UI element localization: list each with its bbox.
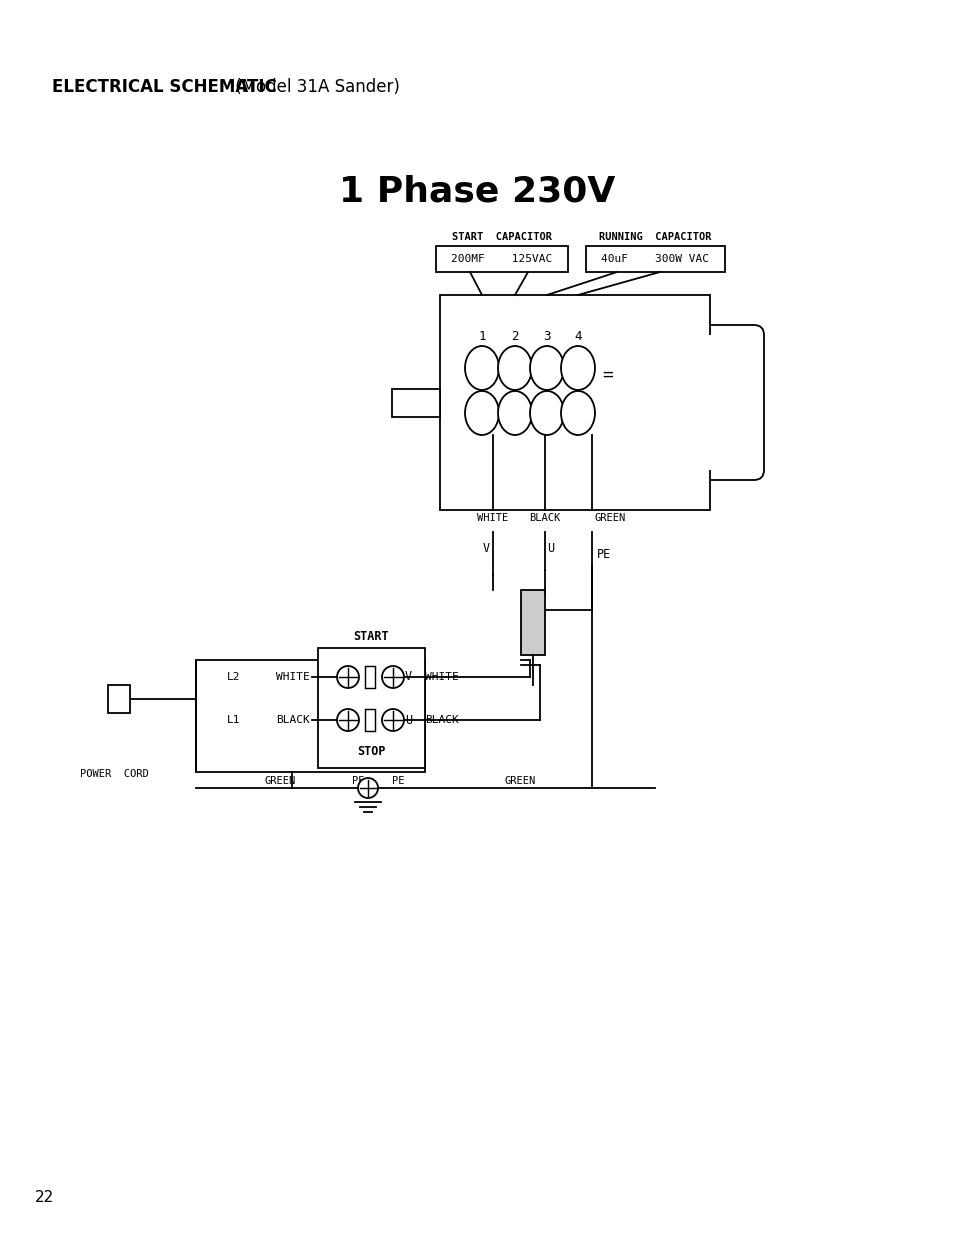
- Text: BLACK: BLACK: [424, 715, 458, 725]
- Text: START: START: [354, 630, 389, 643]
- Text: BLACK: BLACK: [529, 513, 560, 522]
- Ellipse shape: [560, 391, 595, 435]
- Text: RUNNING  CAPACITOR: RUNNING CAPACITOR: [598, 232, 711, 242]
- Text: U: U: [405, 714, 412, 726]
- Circle shape: [336, 709, 358, 731]
- Ellipse shape: [464, 346, 498, 390]
- Text: POWER  CORD: POWER CORD: [79, 769, 149, 779]
- Text: PE: PE: [597, 548, 611, 562]
- Text: GREEN: GREEN: [264, 776, 295, 785]
- Text: 22: 22: [35, 1191, 54, 1205]
- Circle shape: [381, 709, 403, 731]
- Bar: [365, 666, 375, 688]
- Text: PE: PE: [392, 776, 404, 785]
- Text: (Model 31A Sander): (Model 31A Sander): [230, 78, 399, 96]
- Text: 40uF    300W VAC: 40uF 300W VAC: [601, 254, 709, 264]
- Text: WHITE: WHITE: [276, 672, 310, 682]
- Bar: [195, 659, 424, 772]
- Circle shape: [357, 778, 377, 798]
- Text: PE: PE: [352, 776, 364, 785]
- Bar: [365, 709, 375, 731]
- Bar: [585, 246, 724, 272]
- Text: STOP: STOP: [356, 745, 385, 758]
- Circle shape: [336, 666, 358, 688]
- Text: =: =: [602, 366, 613, 384]
- Ellipse shape: [530, 346, 563, 390]
- Bar: [317, 648, 424, 768]
- Text: WHITE: WHITE: [476, 513, 508, 522]
- FancyBboxPatch shape: [691, 325, 763, 480]
- Text: BLACK: BLACK: [276, 715, 310, 725]
- Bar: [392, 389, 439, 416]
- Text: WHITE: WHITE: [424, 672, 458, 682]
- Text: V: V: [405, 671, 412, 683]
- Bar: [108, 684, 130, 713]
- Text: 1: 1: [477, 330, 485, 342]
- Text: 2: 2: [511, 330, 518, 342]
- Text: START  CAPACITOR: START CAPACITOR: [452, 232, 552, 242]
- Text: 200MF    125VAC: 200MF 125VAC: [451, 254, 552, 264]
- Bar: [520, 590, 544, 655]
- Text: 4: 4: [574, 330, 581, 342]
- Ellipse shape: [464, 391, 498, 435]
- Ellipse shape: [497, 346, 532, 390]
- Text: 3: 3: [542, 330, 550, 342]
- Ellipse shape: [530, 391, 563, 435]
- Bar: [439, 295, 709, 510]
- Ellipse shape: [560, 346, 595, 390]
- Text: V: V: [482, 541, 490, 555]
- Text: 1 Phase 230V: 1 Phase 230V: [338, 175, 615, 209]
- Text: GREEN: GREEN: [595, 513, 625, 522]
- Ellipse shape: [497, 391, 532, 435]
- Circle shape: [381, 666, 403, 688]
- Bar: [436, 246, 567, 272]
- Text: L2: L2: [226, 672, 240, 682]
- Bar: [701, 335, 711, 471]
- Text: ELECTRICAL SCHEMATIC: ELECTRICAL SCHEMATIC: [52, 78, 276, 96]
- Text: GREEN: GREEN: [504, 776, 535, 785]
- Text: L1: L1: [226, 715, 240, 725]
- Text: U: U: [546, 541, 554, 555]
